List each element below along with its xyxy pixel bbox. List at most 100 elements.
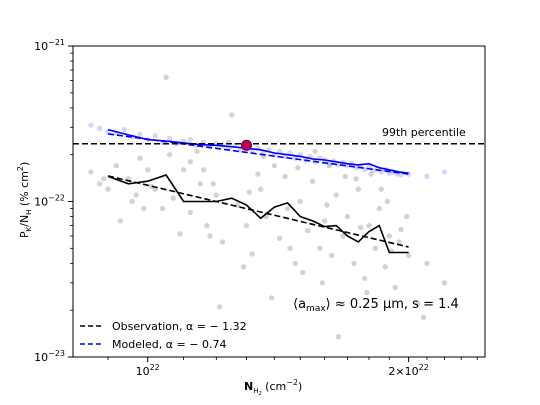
scatter-point [282, 173, 288, 180]
scatter-point [129, 198, 135, 205]
scatter-point [243, 222, 250, 229]
scatter-point [424, 260, 430, 267]
scatter-point [319, 280, 325, 286]
scatter-point [310, 178, 316, 184]
tick-label: 2×1022 [388, 363, 428, 378]
scatter-point [213, 192, 219, 198]
scatter-point [249, 251, 255, 257]
scatter-point [335, 334, 342, 340]
binned-line [107, 128, 409, 174]
scatter-point [240, 264, 247, 270]
legend-label-observation: Observation, α = − 1.32 [112, 320, 247, 333]
scatter-point [137, 131, 143, 138]
scatter-point [300, 269, 306, 276]
scatter-point [333, 192, 339, 198]
scatter-point [312, 148, 318, 155]
scatter-point [271, 163, 278, 169]
percentile-label: 99th percentile [382, 126, 466, 139]
scatter-point [170, 195, 176, 201]
scatter-point [398, 226, 404, 233]
scatter-point [405, 252, 412, 259]
scatter-point [420, 314, 427, 320]
svg-text:PK/NH (% cm2): PK/NH (% cm2) [16, 162, 33, 238]
scatter-point [96, 125, 103, 132]
scatter-point [287, 245, 293, 251]
scatter-point [166, 152, 173, 158]
line-layer [73, 128, 485, 254]
scatter-point [305, 227, 311, 234]
fit-line [107, 175, 409, 248]
scatter-point [353, 176, 359, 182]
tick-label: 1022 [136, 363, 160, 378]
scatter-point [141, 205, 147, 212]
scatter-point [113, 163, 120, 169]
scatter-point [219, 239, 226, 245]
scatter-point [396, 239, 402, 245]
scatter-point [328, 252, 335, 259]
scatter-point [88, 169, 94, 175]
scatter-point [317, 245, 323, 251]
scatter-point [187, 136, 194, 143]
scatter-point [204, 222, 210, 229]
tick-label: 10−23 [34, 349, 65, 364]
scatter-point [340, 233, 346, 239]
scatter-point [187, 159, 194, 165]
axis-layer: 1022 2×1022 10−23 10−22 10−21 [34, 38, 478, 378]
scatter-point [344, 213, 351, 220]
scatter-point [335, 162, 342, 168]
scatter-point [255, 171, 261, 177]
scatter-point [292, 260, 298, 267]
y-axis-label: PK/NH (% cm2) [16, 162, 33, 238]
scatter-point [152, 133, 158, 139]
scatter-point [117, 218, 124, 224]
svg-text:NH2 (cm−2): NH2 (cm−2) [244, 378, 302, 397]
scatter-point [392, 284, 398, 291]
scatter-point [210, 181, 216, 187]
tick-label: 10−22 [34, 194, 65, 209]
scatter-point [424, 173, 430, 180]
x-axis-label: NH2 (cm−2) [244, 378, 302, 397]
scatter-point [177, 231, 183, 237]
legend-label-modeled: Modeled, α = − 0.74 [112, 338, 226, 351]
highlight-marker [241, 139, 252, 151]
scatter-point [163, 74, 169, 80]
scatter-point [105, 186, 111, 192]
scatter-point [364, 289, 370, 296]
scatter-point [194, 148, 200, 155]
legend: Observation, α = − 1.32 Modeled, α = − 0… [80, 320, 247, 351]
scatter-point [207, 233, 213, 239]
scatter-point [121, 126, 128, 133]
scatter-point [297, 198, 303, 205]
scatter-point [229, 112, 235, 118]
scatter-point [88, 122, 94, 128]
scatter-point [376, 205, 382, 212]
scatter-point [326, 163, 332, 169]
scatter-point [295, 165, 301, 171]
scatter-point [159, 205, 166, 212]
scatter-point [187, 209, 194, 216]
scatter-point [351, 260, 357, 267]
tick-label: 10−21 [34, 38, 65, 53]
scatter-point [133, 192, 139, 198]
scatter-point [378, 186, 384, 192]
scatter-point [101, 176, 107, 182]
scatter-point [362, 275, 368, 282]
scatter-point [366, 222, 372, 229]
scatter-point [137, 155, 143, 161]
scatter-point [355, 186, 361, 192]
scatter-point [284, 205, 291, 212]
scatter-point [324, 202, 330, 208]
scatter-point [148, 183, 155, 190]
scatter-point [384, 198, 390, 205]
scatter-point [415, 301, 421, 307]
scatter-point [382, 264, 388, 270]
scatter-point [321, 218, 328, 224]
scatter-point [386, 233, 392, 239]
scatter-point [269, 295, 275, 301]
scatter-point [216, 304, 223, 310]
scatter-point [200, 167, 207, 173]
scatter-point [166, 135, 173, 141]
scatter-point [246, 189, 252, 195]
marker-layer [241, 139, 252, 151]
